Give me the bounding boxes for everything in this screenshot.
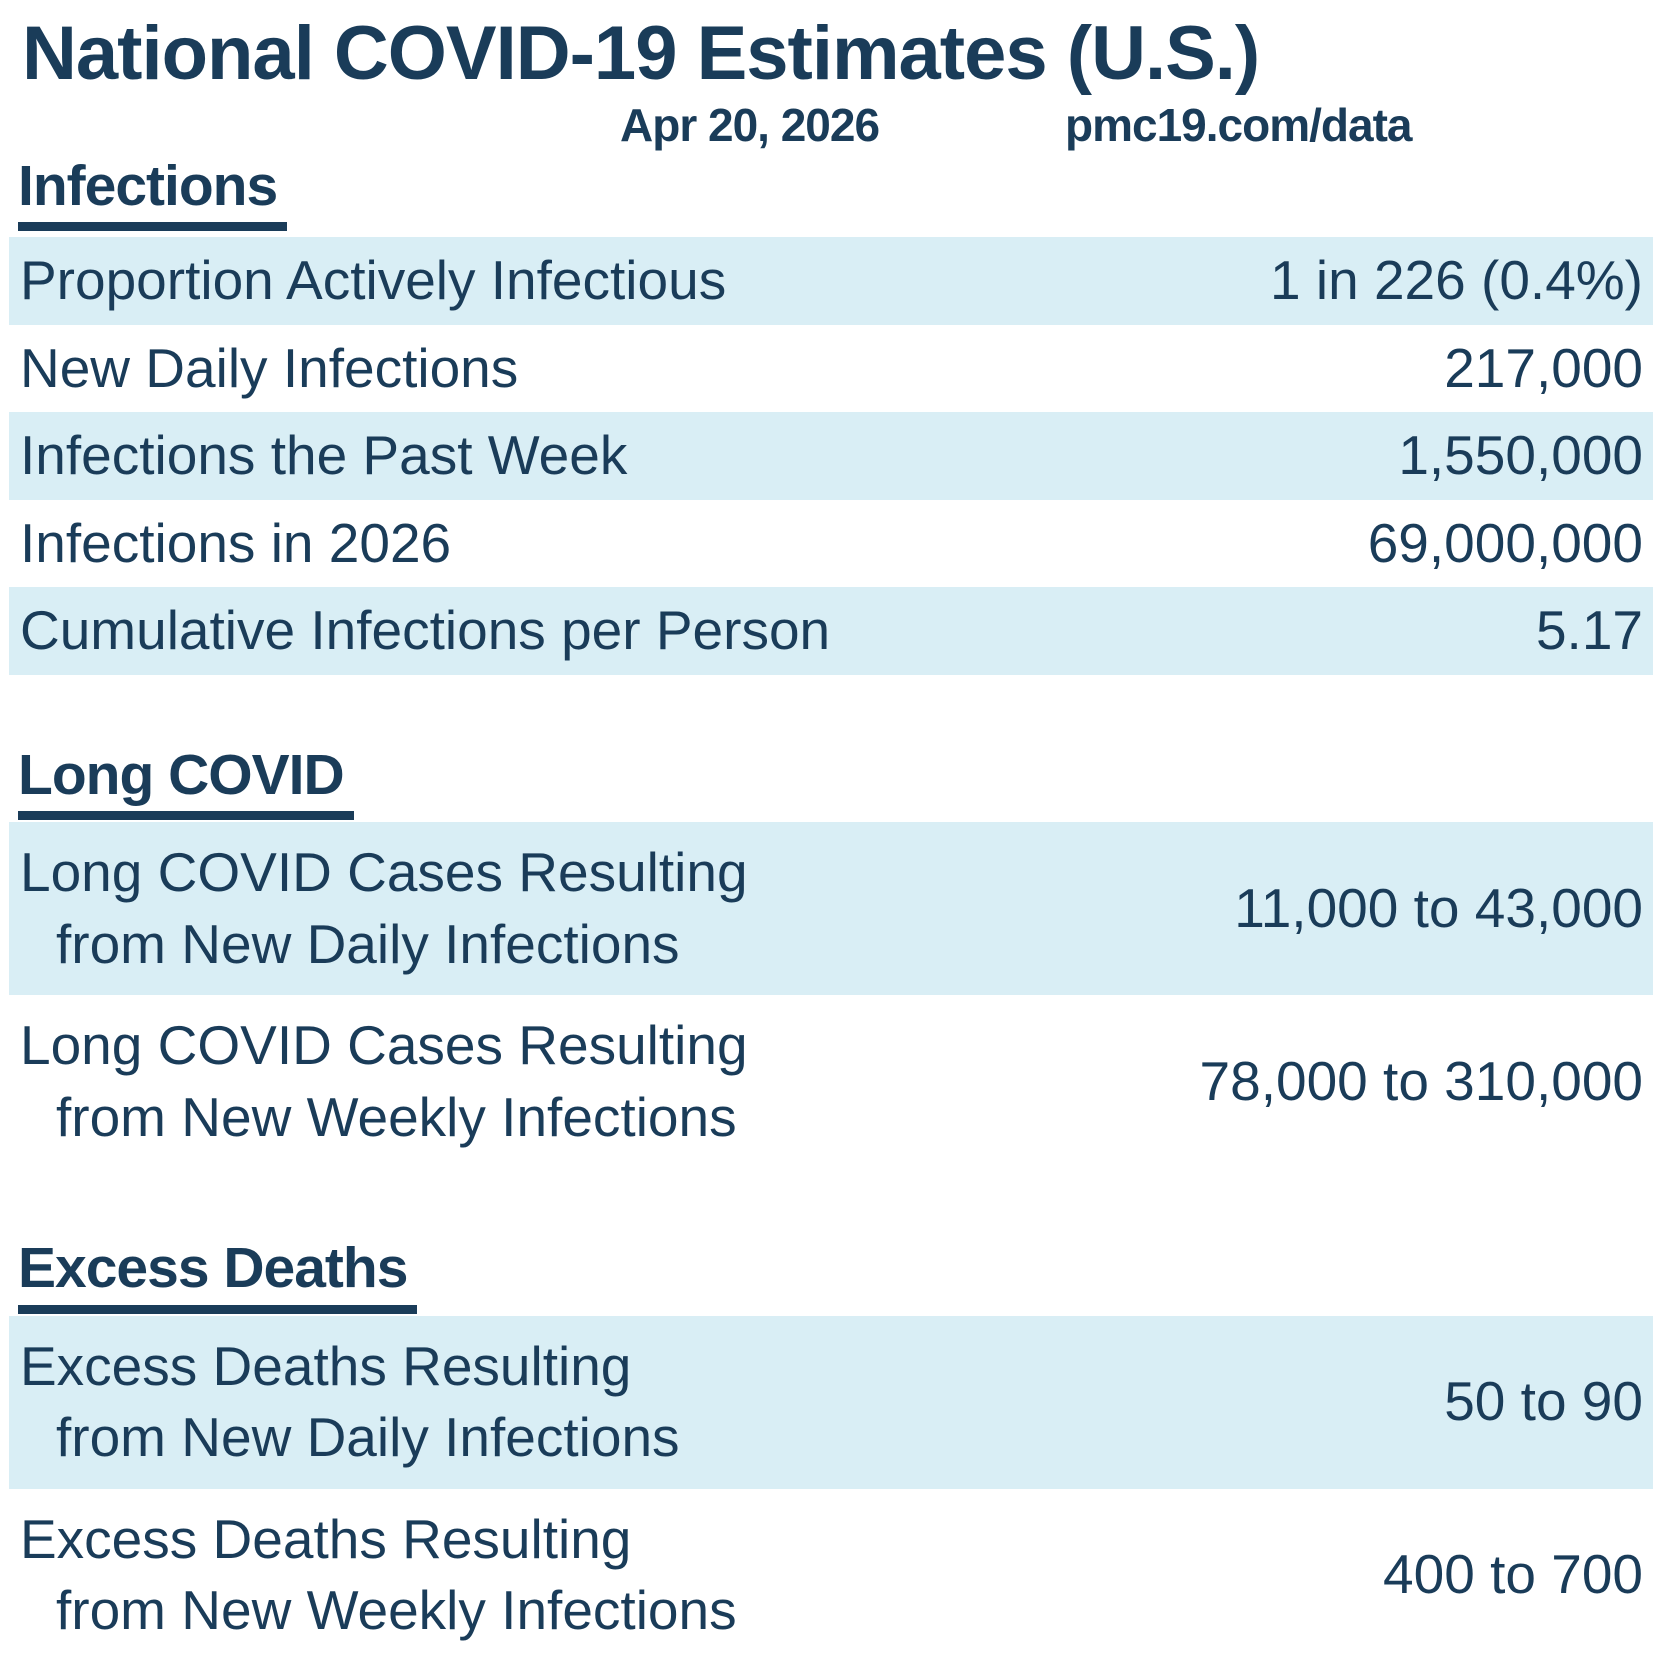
stat-label-line: New Daily Infections — [20, 336, 519, 399]
report-date: Apr 20, 2026 — [620, 98, 880, 151]
stat-row-infections-4: Cumulative Infections per Person 5.17 — [9, 587, 1653, 675]
section-long-covid: Long COVID Long COVID Cases Resulting from… — [0, 675, 1662, 1169]
stat-value: 217,000 — [1444, 336, 1643, 399]
stat-label-line: Proportion Actively Infectious — [20, 249, 727, 312]
stat-label: Proportion Actively Infectious — [20, 245, 726, 317]
stat-label-line: Excess Deaths Resulting — [20, 1334, 632, 1397]
stat-row-excess-deaths-1: Excess Deaths Resulting from New Weekly I… — [9, 1489, 1653, 1662]
stat-row-infections-3: Infections in 2026 69,000,000 — [9, 500, 1653, 588]
stat-label-line: Infections the Past Week — [20, 424, 628, 487]
stat-label-line: from New Weekly Infections — [56, 1085, 737, 1148]
stat-label-line: Long COVID Cases Resulting — [20, 841, 748, 904]
stat-value: 11,000 to 43,000 — [1234, 876, 1643, 939]
stat-row-infections-1: New Daily Infections 217,000 — [9, 325, 1653, 413]
stat-label: Excess Deaths Resulting from New Daily In… — [20, 1331, 680, 1474]
section-heading-long-covid: Long COVID — [18, 743, 354, 821]
stat-label: Excess Deaths Resulting from New Weekly I… — [20, 1504, 737, 1647]
stat-label: Long COVID Cases Resulting from New Weekl… — [20, 1010, 748, 1153]
stat-row-long-covid-1: Long COVID Cases Resulting from New Weekl… — [9, 995, 1653, 1168]
stat-value: 1,550,000 — [1398, 424, 1643, 487]
stat-value: 78,000 to 310,000 — [1199, 1049, 1643, 1112]
page-title: National COVID-19 Estimates (U.S.) — [22, 11, 1260, 96]
stat-label-line: from New Daily Infections — [56, 1406, 680, 1469]
stat-value: 1 in 226 (0.4%) — [1270, 249, 1643, 312]
stat-label-line: from New Weekly Infections — [56, 1579, 737, 1642]
stat-label-line: from New Daily Infections — [56, 912, 680, 975]
stat-label: Cumulative Infections per Person — [20, 595, 830, 667]
stat-label-line: Excess Deaths Resulting — [20, 1507, 632, 1570]
source-url: pmc19.com/data — [1065, 98, 1412, 151]
section-heading-infections: Infections — [18, 154, 288, 232]
meta-row: Apr 20, 2026 pmc19.com/data — [0, 96, 1662, 152]
stat-label-line: Cumulative Infections per Person — [20, 599, 831, 662]
covid-estimates-infographic: National COVID-19 Estimates (U.S.) Apr 2… — [0, 12, 1662, 1662]
stat-label: New Daily Infections — [20, 333, 518, 405]
stats-table: Infections Proportion Actively Infectious… — [0, 152, 1662, 1662]
stat-label: Long COVID Cases Resulting from New Daily… — [20, 837, 748, 980]
stat-row-excess-deaths-0: Excess Deaths Resulting from New Daily In… — [9, 1315, 1653, 1489]
stat-row-long-covid-0: Long COVID Cases Resulting from New Daily… — [9, 822, 1653, 996]
stat-value: 400 to 700 — [1383, 1543, 1643, 1606]
section-infections: Infections Proportion Actively Infectious… — [0, 152, 1662, 675]
stat-value: 69,000,000 — [1367, 511, 1643, 574]
stat-row-infections-2: Infections the Past Week 1,550,000 — [9, 412, 1653, 500]
stat-value: 5.17 — [1535, 599, 1643, 662]
section-excess-deaths: Excess Deaths Excess Deaths Resulting from… — [0, 1168, 1662, 1662]
stat-label-line: Long COVID Cases Resulting — [20, 1014, 748, 1077]
stat-label-line: Infections in 2026 — [20, 511, 452, 574]
stat-value: 50 to 90 — [1444, 1370, 1643, 1433]
stat-label: Infections the Past Week — [20, 420, 627, 492]
stat-row-infections-0: Proportion Actively Infectious 1 in 226 (… — [9, 237, 1653, 325]
section-heading-excess-deaths: Excess Deaths — [18, 1236, 418, 1314]
stat-label: Infections in 2026 — [20, 508, 451, 580]
